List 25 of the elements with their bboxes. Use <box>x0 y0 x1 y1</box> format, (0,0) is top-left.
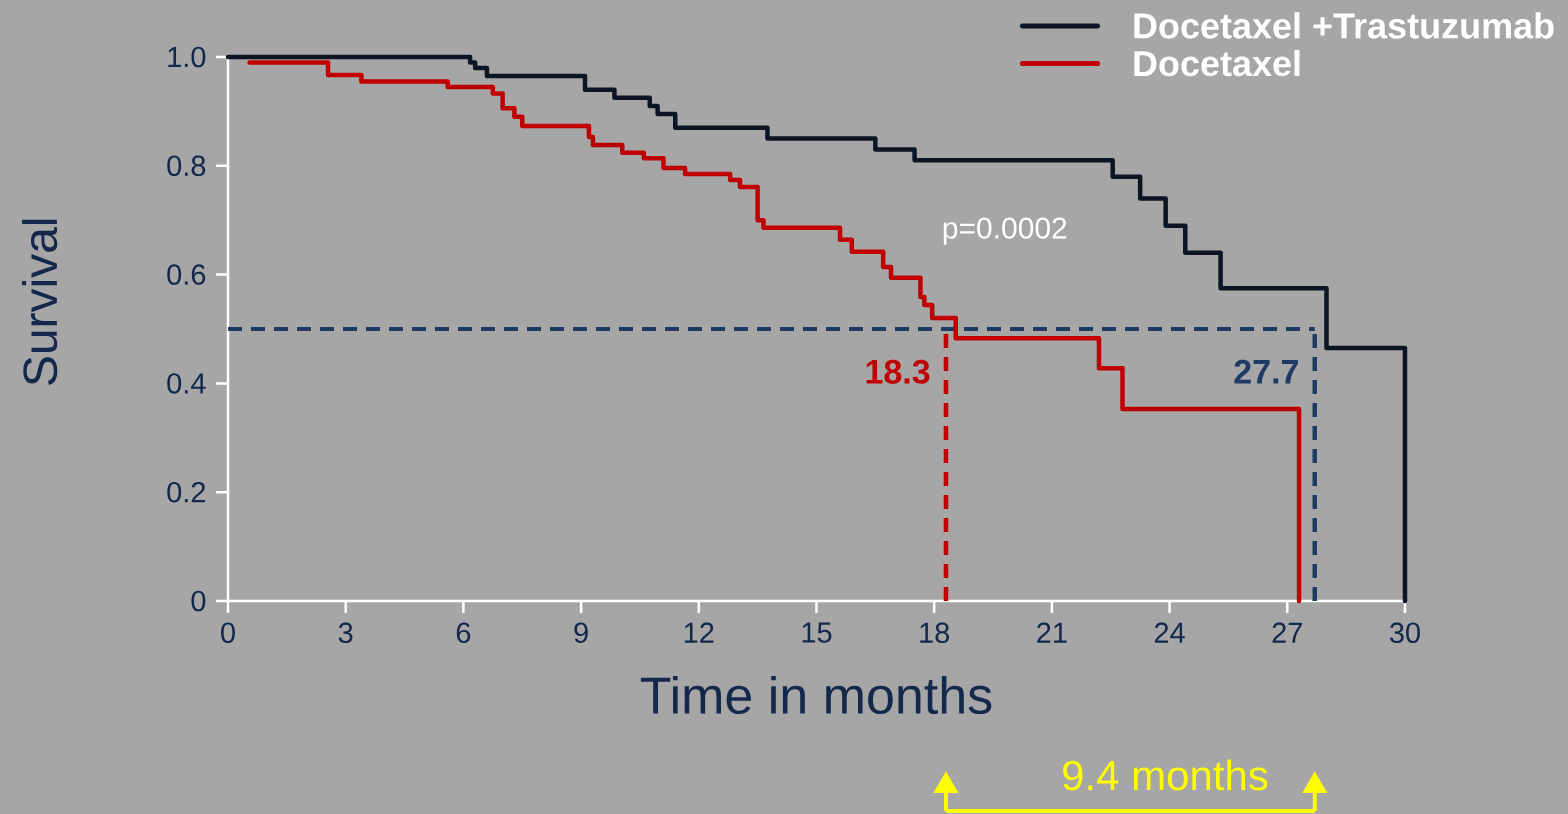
y-tick-label: 0.4 <box>167 373 206 394</box>
y-axis-title: Survival <box>22 219 58 385</box>
y-tick-label: 0.8 <box>167 155 206 177</box>
x-tick-label: 30 <box>1389 622 1420 644</box>
annotation: p=0.0002 <box>943 217 1067 245</box>
x-tick-label: 12 <box>684 622 714 643</box>
y-tick-label: 1.0 <box>168 46 206 68</box>
x-axis-title: Time in months <box>640 675 992 715</box>
x-tick-label: 21 <box>1037 622 1067 643</box>
y-tick-label: 0.2 <box>167 481 205 503</box>
y-tick-label: 0 <box>191 590 206 612</box>
x-tick-label: 0 <box>221 622 235 644</box>
legend-label: Docetaxel +Trastuzumab <box>1134 12 1554 39</box>
ref-line-label: 18.3 <box>866 359 930 384</box>
x-tick-label: 27 <box>1272 622 1302 643</box>
legend-label: Docetaxel <box>1134 49 1300 77</box>
x-tick-label: 6 <box>456 622 471 644</box>
x-tick-label: 18 <box>920 622 950 644</box>
x-tick-label: 15 <box>802 622 832 643</box>
ref-line-label: 27.7 <box>1234 359 1298 384</box>
x-tick-label: 3 <box>338 622 353 644</box>
text: 9.4 months <box>1063 759 1268 791</box>
x-tick-label: 9 <box>574 622 588 644</box>
x-tick-label: 24 <box>1154 622 1185 643</box>
y-tick-label: 0.6 <box>167 264 206 285</box>
